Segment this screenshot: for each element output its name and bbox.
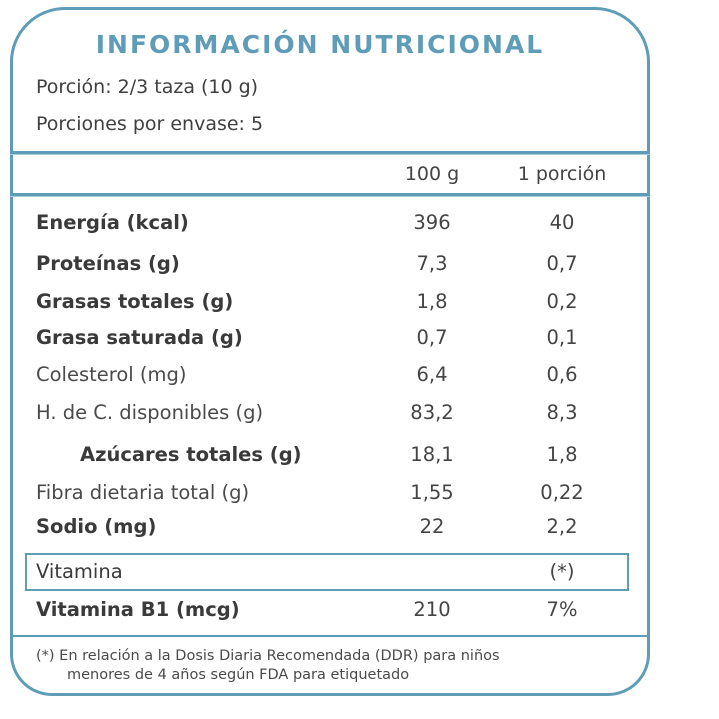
nutrient-row-azucares: Azúcares totales (g) 18,1 1,8 [36,443,636,473]
nutrient-label: Azúcares totales (g) [80,443,302,466]
value-100g: 396 [413,211,451,234]
value-portion: 0,1 [546,326,578,349]
nutrition-label-frame [10,7,650,696]
footnote-line-2: menores de 4 años según FDA para etiquet… [67,667,410,683]
serving-size: Porción: 2/3 taza (10 g) [36,76,259,98]
nutrient-row-fibra: Fibra dietaria total (g) 1,55 0,22 [36,481,636,511]
nutrient-label: Vitamina B1 (mcg) [36,598,240,621]
footnote-line-1: (*) En relación a la Dosis Diaria Recome… [36,648,500,664]
nutrient-row-vitamina-b1: Vitamina B1 (mcg) 210 7% [36,598,636,628]
value-portion: 0,6 [546,363,578,386]
nutrient-row-grasa-saturada: Grasa saturada (g) 0,7 0,1 [36,326,636,356]
value-portion: 7% [546,598,578,621]
column-header-100g: 100 g [404,163,460,185]
value-portion: 40 [549,211,575,234]
column-header-portion: 1 porción [517,163,607,185]
divider-top [10,151,650,155]
value-portion: 0,22 [540,481,584,504]
vitamin-header-row: Vitamina (*) [36,560,636,590]
servings-per-container: Porciones por envase: 5 [36,113,264,135]
label-title: INFORMACIÓN NUTRICIONAL [95,30,545,59]
vitamin-header-box [25,553,629,591]
value-100g: 210 [413,598,451,621]
nutrient-label: Grasas totales (g) [36,290,234,313]
divider-footnote [10,635,650,637]
nutrient-label: H. de C. disponibles (g) [36,401,264,424]
value-portion: 1,8 [546,443,578,466]
nutrient-row-carbohidratos: H. de C. disponibles (g) 83,2 8,3 [36,401,636,431]
value-portion: 0,7 [546,252,578,275]
nutrient-label: Grasa saturada (g) [36,326,243,349]
value-portion: 8,3 [546,401,578,424]
value-100g: 18,1 [410,443,454,466]
nutrient-row-energia: Energía (kcal) 396 40 [36,211,636,241]
value-100g: 0,7 [416,326,448,349]
nutrient-label: Sodio (mg) [36,515,157,538]
nutrient-row-colesterol: Colesterol (mg) 6,4 0,6 [36,363,636,393]
nutrient-label: Fibra dietaria total (g) [36,481,250,504]
divider-header [10,193,650,197]
value-100g: 6,4 [416,363,448,386]
value-portion: 2,2 [546,515,578,538]
value-100g: 7,3 [416,252,448,275]
vitamin-header-note: (*) [549,560,575,583]
value-100g: 22 [419,515,445,538]
vitamin-header-label: Vitamina [36,560,123,583]
value-100g: 83,2 [410,401,454,424]
nutrient-label: Colesterol (mg) [36,363,187,386]
nutrient-row-sodio: Sodio (mg) 22 2,2 [36,515,636,545]
value-100g: 1,8 [416,290,448,313]
value-100g: 1,55 [410,481,454,504]
nutrient-label: Proteínas (g) [36,252,180,275]
value-portion: 0,2 [546,290,578,313]
nutrient-label: Energía (kcal) [36,211,189,234]
nutrient-row-grasas-totales: Grasas totales (g) 1,8 0,2 [36,290,636,320]
nutrient-row-proteinas: Proteínas (g) 7,3 0,7 [36,252,636,282]
